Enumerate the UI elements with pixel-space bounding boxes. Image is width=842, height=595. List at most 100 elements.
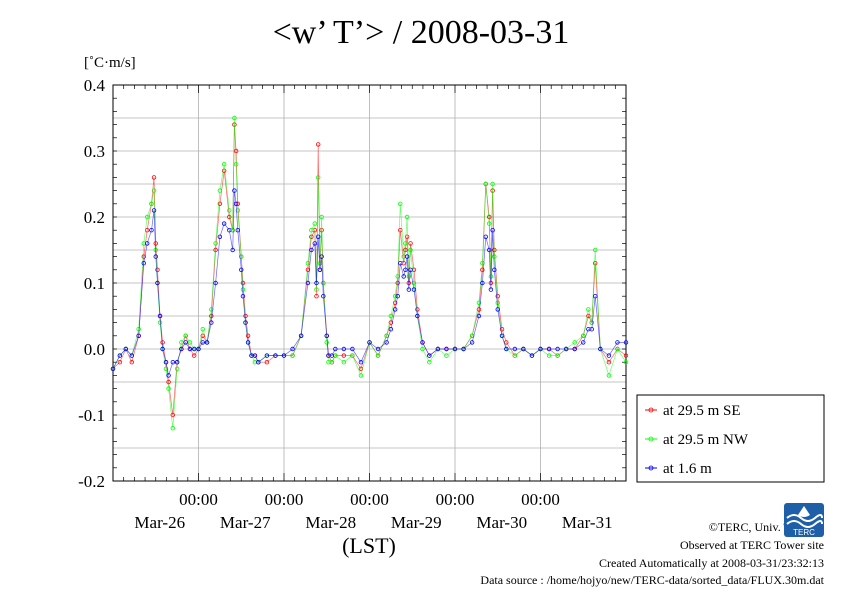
data-point bbox=[314, 287, 319, 292]
data-point bbox=[358, 360, 364, 365]
data-point bbox=[420, 346, 425, 352]
data-point bbox=[319, 254, 324, 259]
data-point bbox=[317, 267, 323, 272]
data-point bbox=[572, 340, 577, 345]
data-point bbox=[192, 346, 197, 352]
data-point bbox=[490, 181, 495, 187]
data-point bbox=[187, 346, 193, 352]
data-point bbox=[593, 247, 598, 253]
data-point bbox=[341, 346, 347, 352]
data-point bbox=[329, 360, 335, 365]
data-point bbox=[329, 353, 335, 358]
data-point bbox=[350, 353, 355, 358]
data-point bbox=[209, 320, 214, 325]
data-point bbox=[209, 313, 214, 319]
x-tick-time-label: 00:00 bbox=[436, 490, 475, 509]
x-date-label: Mar-31 bbox=[562, 513, 613, 532]
data-point bbox=[316, 142, 321, 147]
data-point bbox=[487, 214, 492, 220]
data-point bbox=[395, 280, 400, 286]
source-text: Data source : /home/hojyo/new/TERC-data/… bbox=[480, 573, 824, 587]
legend-label: at 29.5 m NW bbox=[663, 432, 749, 448]
data-point bbox=[281, 353, 287, 358]
data-point bbox=[217, 234, 223, 239]
data-point bbox=[415, 307, 420, 312]
data-point bbox=[546, 346, 552, 352]
y-tick-label: 0.0 bbox=[84, 340, 105, 359]
data-point bbox=[157, 320, 163, 325]
x-tick-time-label: 00:00 bbox=[179, 490, 218, 509]
data-point bbox=[546, 353, 552, 358]
data-point bbox=[563, 346, 569, 352]
data-point bbox=[398, 201, 403, 206]
data-point bbox=[309, 227, 314, 233]
data-point bbox=[420, 340, 425, 345]
data-point bbox=[166, 379, 171, 385]
data-point bbox=[499, 327, 505, 332]
data-point bbox=[117, 353, 123, 358]
data-point bbox=[298, 333, 304, 338]
data-point bbox=[141, 254, 146, 259]
data-point bbox=[151, 208, 157, 213]
data-point bbox=[227, 214, 232, 220]
data-point bbox=[623, 353, 629, 358]
data-point bbox=[314, 280, 319, 286]
data-point bbox=[233, 148, 239, 154]
legend-label: at 29.5 m SE bbox=[663, 403, 741, 419]
data-point bbox=[200, 340, 205, 345]
data-point bbox=[598, 346, 603, 352]
data-point bbox=[170, 426, 176, 431]
data-point bbox=[461, 346, 466, 352]
data-point bbox=[149, 227, 154, 233]
data-point bbox=[252, 353, 258, 358]
data-point bbox=[606, 373, 612, 378]
data-point bbox=[367, 340, 372, 345]
legend-swatch-marker bbox=[648, 407, 654, 413]
data-point bbox=[469, 340, 475, 345]
data-point bbox=[153, 254, 158, 259]
y-axis-unit: [˚C·m/s] bbox=[84, 55, 136, 71]
data-point bbox=[264, 360, 270, 365]
data-point bbox=[221, 221, 227, 226]
data-point bbox=[217, 188, 223, 193]
data-point bbox=[305, 280, 311, 286]
data-point bbox=[589, 327, 594, 332]
y-tick-label: 0.3 bbox=[84, 142, 105, 161]
data-point bbox=[312, 221, 317, 226]
data-point bbox=[408, 241, 413, 246]
data-point bbox=[151, 175, 157, 180]
x-date-label: Mar-29 bbox=[391, 513, 442, 532]
data-point bbox=[490, 227, 495, 233]
data-point bbox=[483, 181, 488, 187]
data-point bbox=[375, 346, 381, 352]
y-tick-label: -0.1 bbox=[78, 406, 105, 425]
data-point bbox=[403, 241, 408, 246]
data-point bbox=[166, 373, 171, 378]
data-point bbox=[136, 327, 141, 332]
data-point bbox=[427, 360, 432, 365]
data-point bbox=[606, 353, 612, 358]
data-point bbox=[232, 115, 237, 121]
series-line bbox=[112, 117, 627, 429]
data-point bbox=[480, 267, 485, 272]
data-point bbox=[314, 294, 319, 299]
data-point bbox=[243, 313, 248, 319]
y-tick-label: 0.2 bbox=[84, 208, 105, 227]
data-point bbox=[160, 346, 165, 352]
x-date-label: Mar-26 bbox=[134, 513, 185, 532]
data-point bbox=[404, 234, 410, 239]
x-date-label: Mar-27 bbox=[220, 513, 271, 532]
data-point bbox=[183, 340, 188, 345]
data-point bbox=[586, 307, 591, 312]
data-point bbox=[233, 161, 239, 167]
data-point bbox=[487, 247, 492, 253]
data-point bbox=[333, 346, 338, 352]
data-point bbox=[324, 333, 329, 338]
data-point bbox=[411, 280, 417, 286]
data-point bbox=[312, 241, 317, 246]
data-point bbox=[480, 280, 485, 286]
data-point bbox=[324, 340, 329, 345]
data-point bbox=[495, 307, 500, 312]
data-point bbox=[163, 366, 169, 371]
data-point bbox=[123, 346, 129, 352]
